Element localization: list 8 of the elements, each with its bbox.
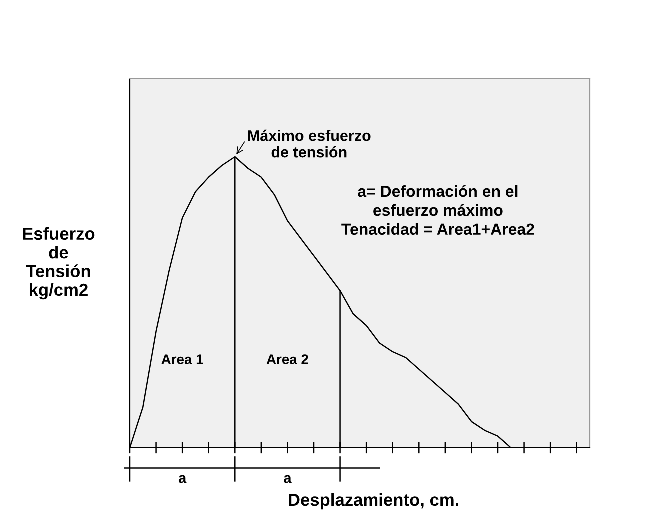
y-axis-title: Esfuerzo de Tensión kg/cm2	[23, 227, 95, 300]
text: a	[284, 475, 292, 484]
annotation: Area 2	[266, 354, 308, 364]
x-axis-title: Desplazamiento, cm.	[289, 493, 458, 510]
text: a	[178, 475, 187, 484]
annotation: a= Deformación en el esfuerzo máximo Tenacidad = Area1+Area2	[342, 185, 534, 236]
annotation: Máximo esfuerzo de tensión	[248, 130, 371, 158]
annotation: Area 1	[162, 354, 204, 364]
